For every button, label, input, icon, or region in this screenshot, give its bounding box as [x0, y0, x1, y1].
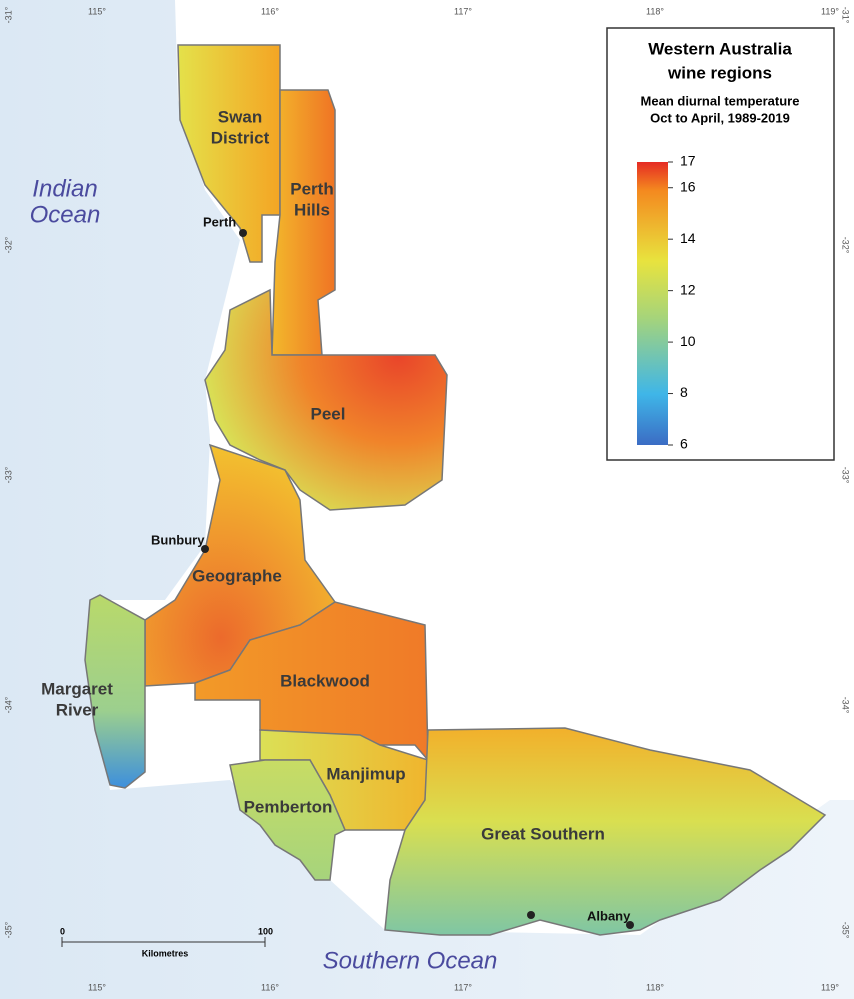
city-dot	[239, 229, 247, 237]
ocean-label: Ocean	[30, 201, 101, 228]
latitude-label: -31°	[841, 7, 851, 24]
latitude-label: -31°	[3, 6, 13, 23]
longitude-label: 119°	[821, 982, 839, 992]
region-label: Peel	[311, 404, 346, 423]
latitude-label: -33°	[841, 467, 851, 484]
colorbar-tick-label: 12	[680, 281, 696, 297]
legend-title: wine regions	[667, 63, 772, 82]
longitude-label: 115°	[88, 6, 106, 16]
region-label: Geographe	[192, 566, 282, 585]
region-area	[384, 727, 827, 936]
latitude-label: -34°	[841, 697, 851, 714]
ocean-label: Indian	[32, 175, 97, 202]
legend-title: Western Australia	[648, 39, 792, 58]
city-dot	[527, 911, 535, 919]
colorbar-tick-label: 8	[680, 384, 688, 400]
longitude-label: 119°	[821, 6, 839, 16]
legend-subtitle: Mean diurnal temperature	[641, 93, 800, 108]
colorbar-tick-label: 17	[680, 153, 696, 169]
region-label: Perth	[290, 179, 333, 198]
colorbar-tick-label: 16	[680, 178, 696, 194]
legend-subtitle: Oct to April, 1989-2019	[650, 110, 790, 125]
latitude-label: -35°	[3, 921, 13, 938]
ocean-label: Southern Ocean	[323, 947, 498, 974]
latitude-label: -33°	[3, 466, 13, 483]
region-label: Blackwood	[280, 671, 370, 690]
city-label: Bunbury	[151, 532, 205, 547]
region-label: Margaret	[41, 679, 113, 698]
longitude-label: 118°	[646, 6, 664, 16]
region-area	[204, 288, 448, 511]
longitude-label: 115°	[88, 982, 106, 992]
longitude-label: 117°	[454, 982, 472, 992]
longitude-label: 116°	[261, 982, 279, 992]
latitude-label: -35°	[841, 922, 851, 939]
region-area	[84, 594, 146, 789]
city-dot	[626, 921, 634, 929]
longitude-label: 117°	[454, 6, 472, 16]
city-dot	[201, 545, 209, 553]
region-label: Great Southern	[481, 824, 605, 843]
region-label: District	[211, 128, 270, 147]
scale-label: Kilometres	[142, 948, 189, 958]
region-area	[271, 89, 336, 356]
colorbar-tick-label: 10	[680, 333, 696, 349]
colorbar-tick-label: 6	[680, 436, 688, 452]
longitude-label: 118°	[646, 982, 664, 992]
latitude-label: -34°	[3, 696, 13, 713]
scale-label: 0	[60, 926, 65, 936]
latitude-label: -32°	[3, 236, 13, 253]
colorbar	[637, 162, 668, 445]
region-label: River	[56, 700, 99, 719]
city-label: Perth	[203, 214, 236, 229]
region-label: Pemberton	[244, 797, 333, 816]
region-area	[194, 601, 429, 763]
region-label: Swan	[218, 107, 262, 126]
region-area	[229, 759, 346, 881]
longitude-label: 116°	[261, 6, 279, 16]
latitude-label: -32°	[841, 237, 851, 254]
region-label: Manjimup	[326, 764, 405, 783]
city-label: Albany	[587, 908, 631, 923]
scale-label: 100	[258, 926, 273, 936]
region-label: Hills	[294, 200, 330, 219]
colorbar-tick-label: 14	[680, 230, 696, 246]
